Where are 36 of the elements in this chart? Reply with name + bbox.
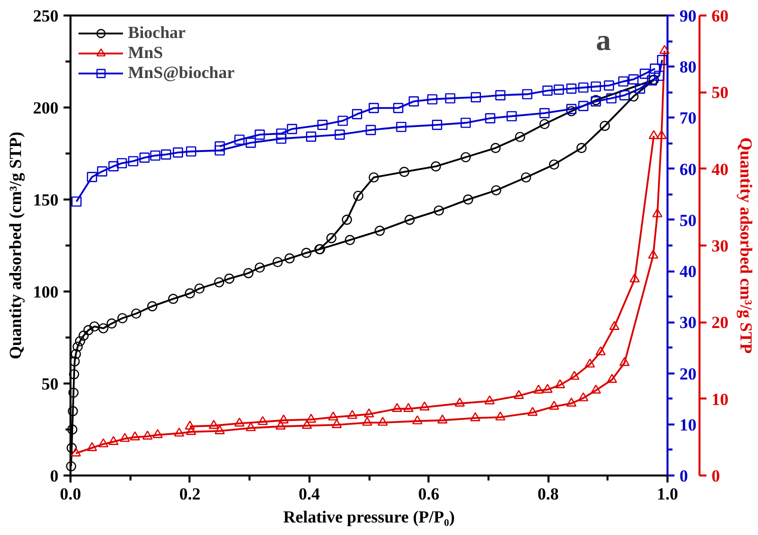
y2-tick-label: 60 <box>680 160 696 179</box>
y3-tick-label: 20 <box>712 313 728 332</box>
annotation: a <box>596 24 611 57</box>
y-tick-label: 100 <box>33 282 58 302</box>
y3-tick-label: 10 <box>712 390 728 409</box>
legend-label: MnS <box>128 43 163 63</box>
x-axis-title: Relative pressure (P/P₀) <box>283 508 455 526</box>
y3-axis-title: Quantity adsorbed cm³/g STP <box>736 137 756 354</box>
y-axis-title: Quantity adsorbed (cm³/g STP) <box>6 132 25 360</box>
y-tick-label: 50 <box>42 374 58 394</box>
y2-tick-label: 50 <box>680 210 696 230</box>
y2-tick-label: 10 <box>680 415 696 434</box>
y3-tick-label: 50 <box>712 83 728 102</box>
x-tick-label: 0.8 <box>537 484 559 504</box>
y3-tick-label: 40 <box>712 160 728 179</box>
y-tick-label: 250 <box>33 6 58 26</box>
y3-tick-label: 30 <box>712 236 728 256</box>
x-tick-label: 1.0 <box>656 484 678 504</box>
x-tick-label: 0.2 <box>179 484 201 504</box>
y2-tick-label: 20 <box>680 364 696 384</box>
legend-label: MnS@biochar <box>128 63 234 83</box>
y-tick-label: 0 <box>50 466 58 486</box>
y2-tick-label: 90 <box>680 6 696 26</box>
y-tick-label: 200 <box>33 98 58 118</box>
y2-tick-label: 0 <box>680 466 688 486</box>
y2-tick-label: 70 <box>680 108 696 128</box>
y2-tick-label: 40 <box>680 262 696 282</box>
x-tick-label: 0.0 <box>60 484 82 504</box>
legend-label: Biochar <box>128 23 186 43</box>
y-tick-label: 150 <box>33 190 58 210</box>
y3-tick-label: 0 <box>712 466 720 486</box>
y3-tick-label: 60 <box>712 6 728 26</box>
y2-tick-label: 80 <box>680 58 696 77</box>
x-tick-label: 0.4 <box>298 484 320 504</box>
x-tick-label: 0.6 <box>418 484 440 504</box>
y2-tick-label: 30 <box>680 313 696 332</box>
